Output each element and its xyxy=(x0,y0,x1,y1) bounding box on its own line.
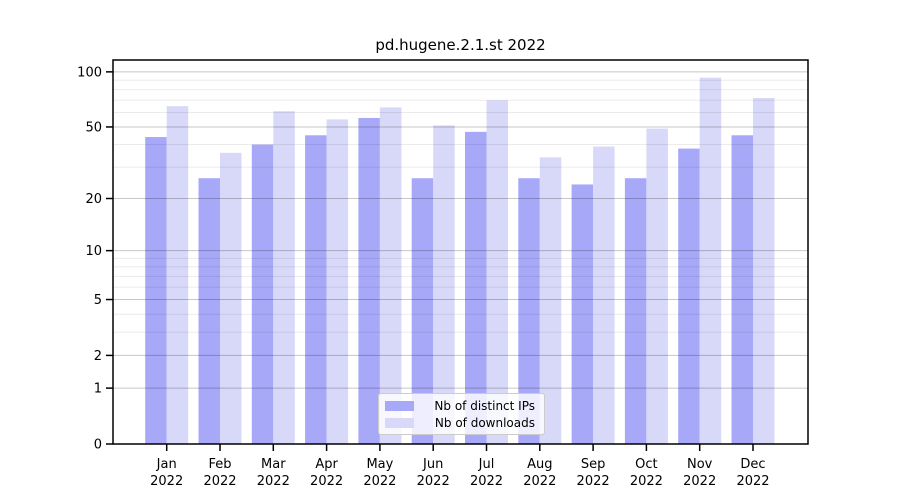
x-tick-label-month-jan: Jan xyxy=(156,457,177,472)
x-tick-label-month-sep: Sep xyxy=(581,457,606,472)
bar-sep-nb-of-distinct-ips xyxy=(571,184,594,444)
y-tick-label-10: 10 xyxy=(85,244,102,259)
bar-jul-nb-of-downloads xyxy=(486,100,508,445)
bar-nov-nb-of-distinct-ips xyxy=(678,148,700,444)
bar-jan-nb-of-downloads xyxy=(166,106,189,444)
bar-jun-nb-of-downloads xyxy=(433,125,455,445)
x-tick-label-year-mar: 2022 xyxy=(257,474,290,489)
x-tick-label-month-dec: Dec xyxy=(740,457,765,472)
y-tick-label-20: 20 xyxy=(85,192,102,207)
x-tick-label-year-jan: 2022 xyxy=(150,474,183,489)
x-tick-label-month-nov: Nov xyxy=(687,457,713,472)
bar-mar-nb-of-distinct-ips xyxy=(251,144,274,444)
bar-dec-nb-of-distinct-ips xyxy=(731,135,753,444)
bar-may-nb-of-downloads xyxy=(379,107,402,445)
bar-nov-nb-of-downloads xyxy=(699,77,722,444)
x-tick-label-month-apr: Apr xyxy=(315,457,338,472)
bar-may-nb-of-distinct-ips xyxy=(358,117,380,445)
x-tick-label-month-oct: Oct xyxy=(635,457,657,472)
x-tick-label-month-feb: Feb xyxy=(208,457,231,472)
x-tick-label-year-nov: 2022 xyxy=(683,474,716,489)
legend: Nb of distinct IPs Nb of downloads xyxy=(378,393,545,435)
y-tick-label-2: 2 xyxy=(94,349,102,364)
x-tick-label-year-aug: 2022 xyxy=(523,474,556,489)
y-tick-label-50: 50 xyxy=(85,120,102,135)
bar-oct-nb-of-distinct-ips xyxy=(624,178,647,444)
bar-jul-nb-of-distinct-ips xyxy=(465,131,487,444)
y-tick-label-5: 5 xyxy=(94,293,102,308)
bar-mar-nb-of-downloads xyxy=(273,111,295,444)
x-tick-label-month-mar: Mar xyxy=(261,457,286,472)
bar-aug-nb-of-downloads xyxy=(539,157,562,445)
bar-oct-nb-of-downloads xyxy=(646,128,668,444)
bar-sep-nb-of-downloads xyxy=(593,146,615,444)
x-tick-label-year-oct: 2022 xyxy=(630,474,663,489)
x-tick-label-year-jul: 2022 xyxy=(470,474,503,489)
bar-feb-nb-of-distinct-ips xyxy=(198,178,220,444)
x-tick-label-year-feb: 2022 xyxy=(203,474,236,489)
x-tick-label-year-dec: 2022 xyxy=(736,474,769,489)
bar-aug-nb-of-distinct-ips xyxy=(518,178,540,444)
y-tick-label-0: 0 xyxy=(94,438,102,453)
y-tick-label-1: 1 xyxy=(94,382,102,397)
plot-border xyxy=(112,59,809,445)
x-tick-label-year-jun: 2022 xyxy=(417,474,450,489)
x-tick-label-year-may: 2022 xyxy=(363,474,396,489)
x-tick-label-month-aug: Aug xyxy=(527,457,552,472)
x-tick-label-month-jun: Jun xyxy=(422,457,443,472)
legend-row-distinct-ips: Nb of distinct IPs xyxy=(385,397,535,414)
x-tick-label-year-sep: 2022 xyxy=(577,474,610,489)
bar-apr-nb-of-distinct-ips xyxy=(305,135,327,444)
legend-label-distinct-ips: Nb of distinct IPs xyxy=(434,398,535,413)
chart-title: pd.hugene.2.1.st 2022 xyxy=(375,36,546,54)
legend-label-downloads: Nb of downloads xyxy=(434,415,535,430)
y-tick-label-100: 100 xyxy=(77,65,102,80)
bar-jun-nb-of-distinct-ips xyxy=(411,178,434,444)
x-tick-label-month-may: May xyxy=(366,457,393,472)
legend-swatch-distinct-ips-icon xyxy=(385,400,414,411)
x-tick-label-month-jul: Jul xyxy=(478,457,495,472)
bar-apr-nb-of-downloads xyxy=(326,119,349,444)
bar-jan-nb-of-distinct-ips xyxy=(145,137,167,444)
bar-dec-nb-of-downloads xyxy=(753,98,775,445)
legend-swatch-downloads-icon xyxy=(385,417,414,428)
legend-row-downloads: Nb of downloads xyxy=(385,414,535,431)
bar-feb-nb-of-downloads xyxy=(220,152,242,444)
x-tick-label-year-apr: 2022 xyxy=(310,474,343,489)
